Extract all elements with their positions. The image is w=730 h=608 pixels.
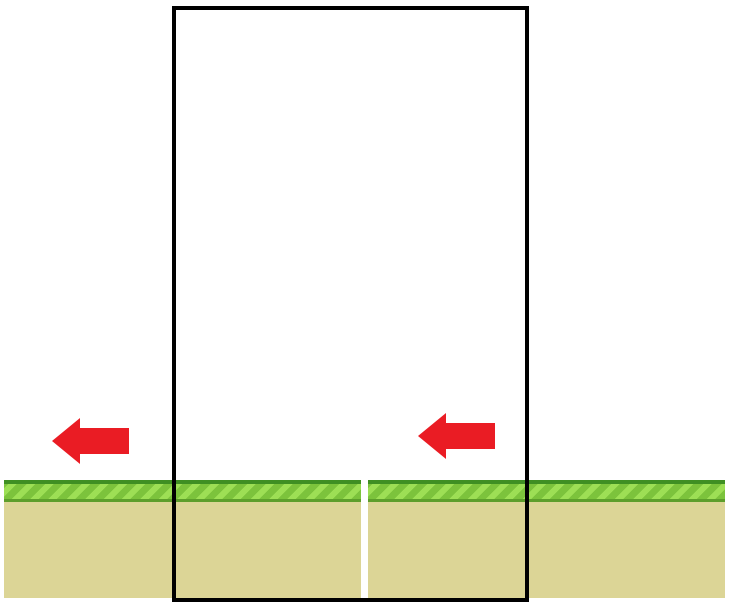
grass-strip [368, 484, 725, 499]
ground-tile-right [368, 480, 725, 598]
left-arrow-icon [52, 418, 129, 464]
dirt-block [4, 502, 361, 598]
dirt-block [368, 502, 725, 598]
ground-tile-left [4, 480, 361, 598]
grass-edge [368, 480, 725, 484]
grass-shadow [368, 499, 725, 502]
grass-strip [4, 484, 361, 499]
left-arrow-icon [418, 413, 495, 459]
grass-shadow [4, 499, 361, 502]
grass-edge [4, 480, 361, 484]
